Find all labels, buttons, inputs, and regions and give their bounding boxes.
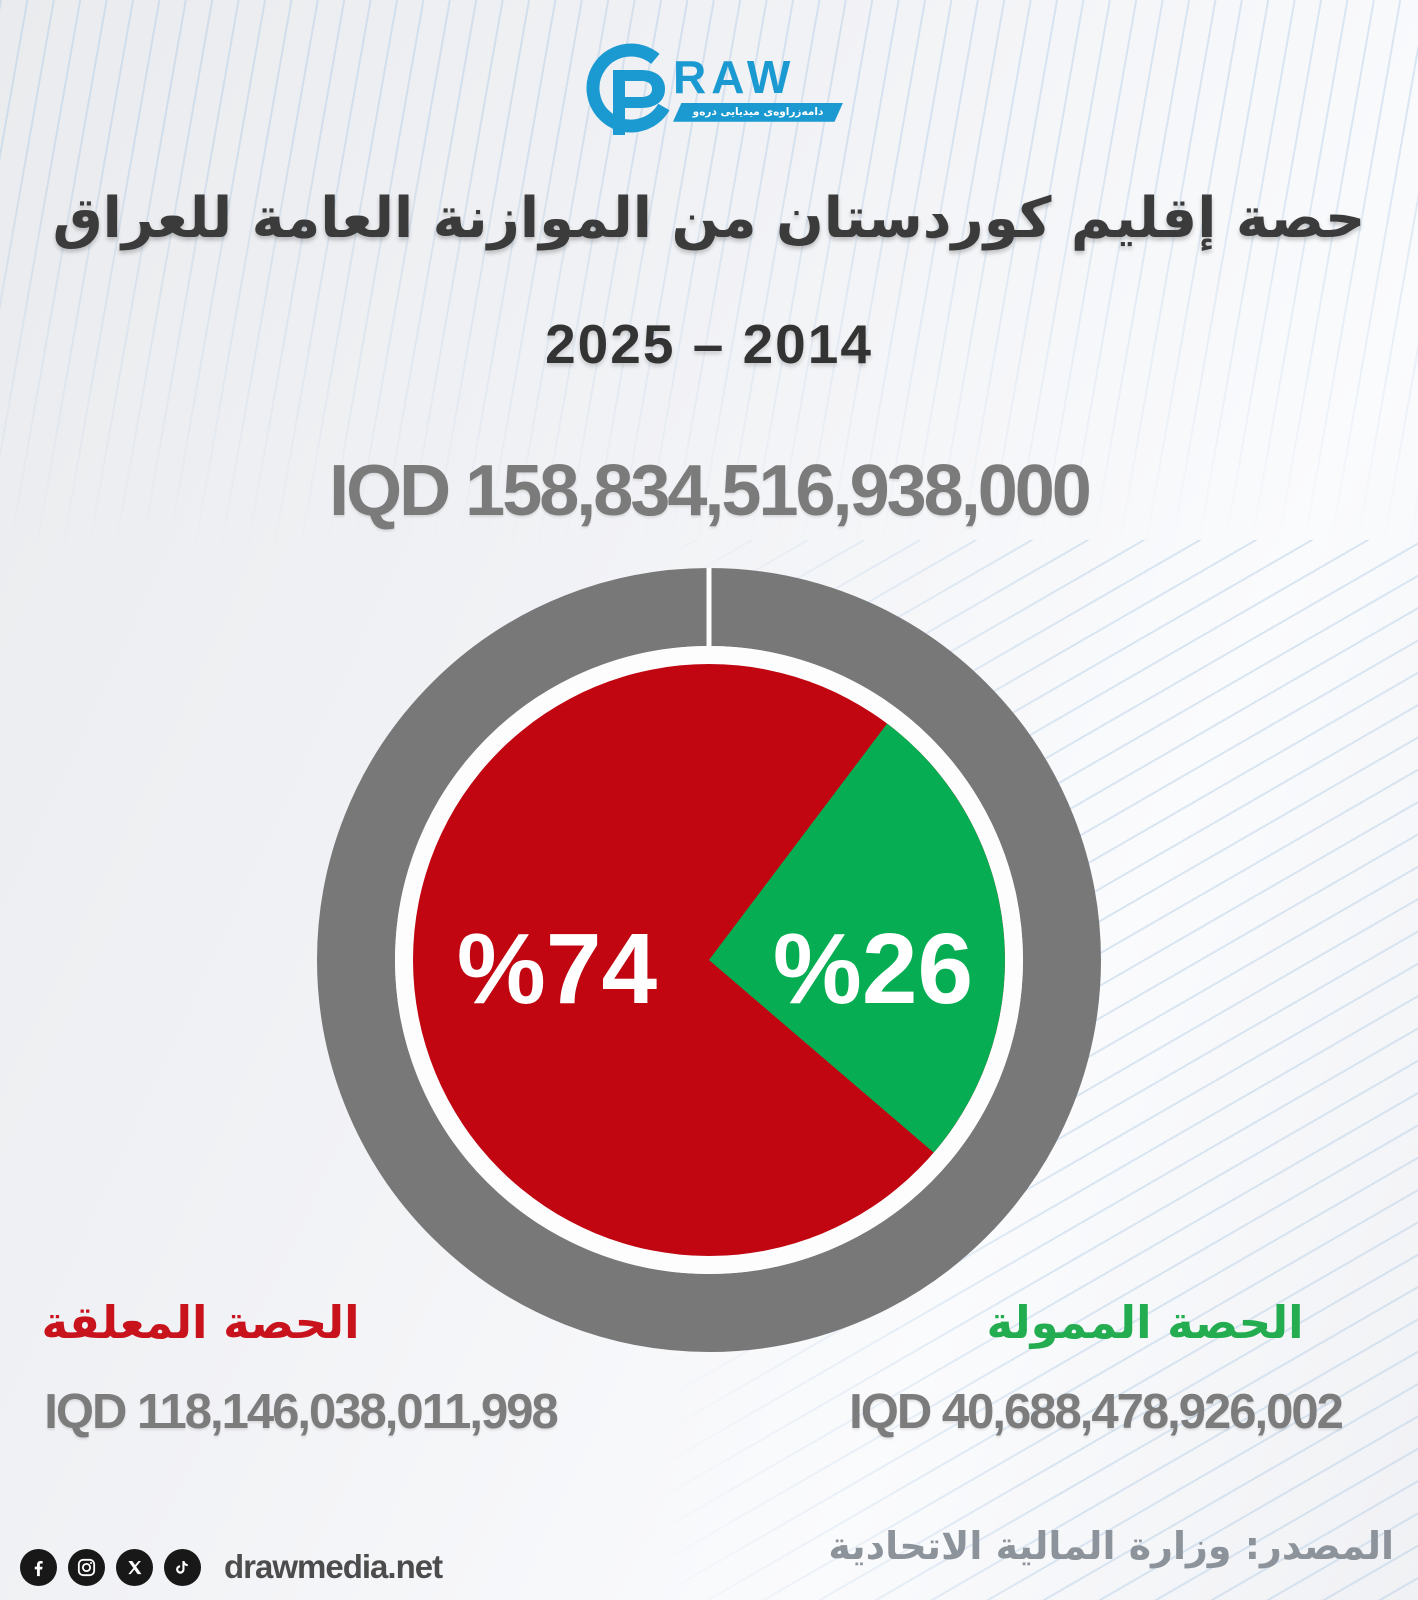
page-title: حصة إقليم كوردستان من الموازنة العامة لل… <box>52 186 1366 251</box>
source-text: المصدر: وزارة المالية الاتحادية <box>828 1524 1394 1568</box>
instagram-icon[interactable] <box>68 1548 105 1586</box>
ring-divider <box>706 568 712 650</box>
tiktok-icon[interactable] <box>164 1548 201 1586</box>
facebook-icon[interactable] <box>20 1548 57 1586</box>
website-text[interactable]: drawmedia.net <box>224 1548 443 1585</box>
legend-funded-title: الحصة الممولة <box>986 1296 1304 1349</box>
x-icon[interactable] <box>116 1548 153 1586</box>
funded-percent-label: %26 <box>773 913 973 1025</box>
logo-word: RAW <box>673 51 796 103</box>
social-bar: drawmedia.net <box>20 1548 443 1586</box>
legend-pending-value: IQD 118,146,038,011,998 <box>44 1385 559 1439</box>
pending-percent-label: %74 <box>457 913 658 1025</box>
legend-funded-value: IQD 40,688,478,926,002 <box>849 1385 1344 1439</box>
years-subtitle: 2025 – 2014 <box>545 313 873 375</box>
logo-tagline-banner: دامەزراوەی میدیایی درەو <box>673 102 843 122</box>
total-amount: IQD 158,834,516,938,000 <box>329 451 1092 531</box>
draw-logo: RAW دامەزراوەی میدیایی درەو <box>583 40 843 144</box>
pie-chart: %74 %26 <box>317 568 1101 1352</box>
legend-pending-title: الحصة المعلقة <box>41 1296 360 1349</box>
slice-funded <box>709 723 1005 1153</box>
draw-logo-d-icon <box>586 43 670 135</box>
background-wave-lines <box>0 0 1418 580</box>
